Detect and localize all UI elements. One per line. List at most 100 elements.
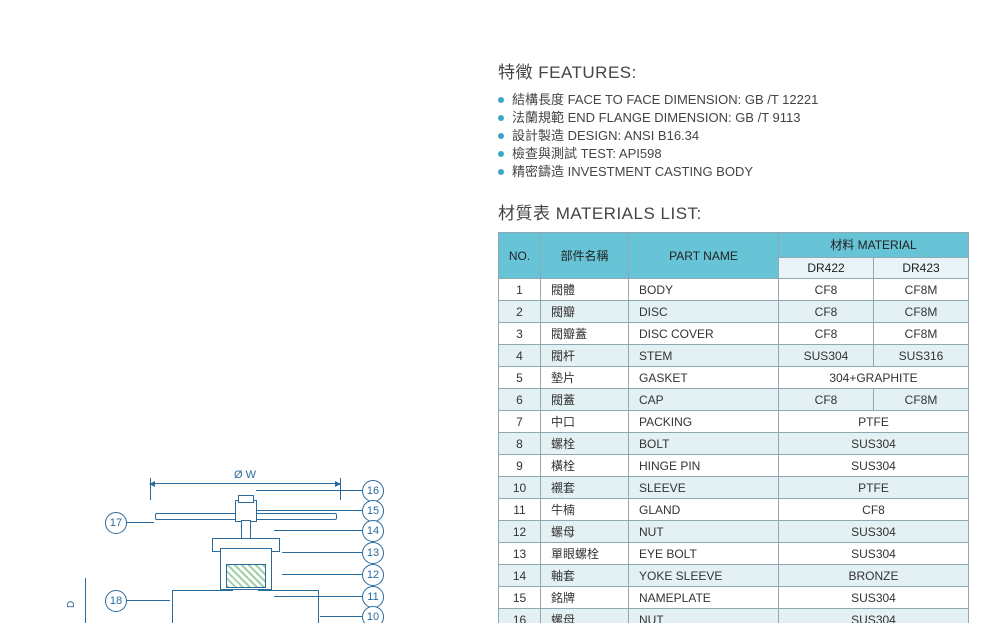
cell-material-merged: SUS304 [779, 587, 969, 609]
th-zh: 部件名稱 [541, 233, 629, 279]
callout-bubble: 14 [362, 520, 384, 542]
leader [320, 616, 362, 617]
cell-no: 12 [499, 521, 541, 543]
table-row: 16螺母NUTSUS304 [499, 609, 969, 623]
dimension-left [85, 578, 86, 623]
cell-no: 13 [499, 543, 541, 565]
leader [256, 510, 362, 511]
cell-part-zh: 墊片 [541, 367, 629, 389]
table-row: 3閥瓣蓋DISC COVERCF8CF8M [499, 323, 969, 345]
cell-no: 7 [499, 411, 541, 433]
cell-part-en: YOKE SLEEVE [629, 565, 779, 587]
cell-part-en: HINGE PIN [629, 455, 779, 477]
cell-no: 6 [499, 389, 541, 411]
cell-material-merged: SUS304 [779, 433, 969, 455]
cell-part-zh: 螺栓 [541, 433, 629, 455]
cell-part-zh: 銘牌 [541, 587, 629, 609]
page-root: 特徵 FEATURES: 結構長度 FACE TO FACE DIMENSION… [0, 0, 1000, 623]
table-row: 5墊片GASKET304+GRAPHITE [499, 367, 969, 389]
cell-material-merged: PTFE [779, 411, 969, 433]
cell-no: 8 [499, 433, 541, 455]
materials-title: 材質表 MATERIALS LIST: [498, 199, 968, 224]
cell-part-en: BODY [629, 279, 779, 301]
cell-material-a: CF8 [779, 301, 874, 323]
cell-no: 11 [499, 499, 541, 521]
leader [282, 574, 362, 575]
cell-no: 9 [499, 455, 541, 477]
cell-part-zh: 閥蓋 [541, 389, 629, 411]
dimension-top-label: Ø W [150, 469, 340, 481]
table-row: 11牛楠GLANDCF8 [499, 499, 969, 521]
drawing-body-left [172, 590, 233, 623]
cell-part-en: SLEEVE [629, 477, 779, 499]
table-row: 14軸套YOKE SLEEVEBRONZE [499, 565, 969, 587]
cell-part-zh: 單眼螺栓 [541, 543, 629, 565]
cell-part-en: STEM [629, 345, 779, 367]
table-row: 2閥瓣DISCCF8CF8M [499, 301, 969, 323]
cell-part-en: GLAND [629, 499, 779, 521]
cell-material-merged: PTFE [779, 477, 969, 499]
leader [274, 596, 362, 597]
callout-bubble: 13 [362, 542, 384, 564]
cell-part-en: NUT [629, 521, 779, 543]
cell-no: 5 [499, 367, 541, 389]
feature-item: 結構長度 FACE TO FACE DIMENSION: GB /T 12221 [498, 91, 968, 109]
cell-part-zh: 閥體 [541, 279, 629, 301]
cell-part-en: NUT [629, 609, 779, 623]
feature-item: 設計製造 DESIGN: ANSI B16.34 [498, 127, 968, 145]
cell-part-en: GASKET [629, 367, 779, 389]
cell-no: 2 [499, 301, 541, 323]
leader [282, 552, 362, 553]
right-column: 特徵 FEATURES: 結構長度 FACE TO FACE DIMENSION… [498, 58, 968, 623]
cell-no: 1 [499, 279, 541, 301]
table-row: 9橫栓HINGE PINSUS304 [499, 455, 969, 477]
cell-no: 15 [499, 587, 541, 609]
cell-part-en: PACKING [629, 411, 779, 433]
technical-drawing: Ø W D 16 15 14 13 12 11 10 17 18 [60, 478, 460, 623]
cell-part-zh: 軸套 [541, 565, 629, 587]
cell-material-merged: SUS304 [779, 543, 969, 565]
cell-material-b: SUS316 [874, 345, 969, 367]
callout-bubble: 16 [362, 480, 384, 502]
cell-material-a: CF8 [779, 323, 874, 345]
cell-part-zh: 牛楠 [541, 499, 629, 521]
callout-bubble: 17 [105, 512, 127, 534]
cell-material-b: CF8M [874, 279, 969, 301]
leader [126, 600, 170, 601]
cell-material-merged: SUS304 [779, 609, 969, 623]
cell-no: 4 [499, 345, 541, 367]
leader [126, 522, 154, 523]
table-row: 12螺母NUTSUS304 [499, 521, 969, 543]
callout-bubble: 12 [362, 564, 384, 586]
table-row: 4閥杆STEMSUS304SUS316 [499, 345, 969, 367]
cell-part-zh: 螺母 [541, 521, 629, 543]
table-row: 15銘牌NAMEPLATESUS304 [499, 587, 969, 609]
cell-material-b: CF8M [874, 323, 969, 345]
cell-no: 16 [499, 609, 541, 623]
features-list: 結構長度 FACE TO FACE DIMENSION: GB /T 12221… [498, 91, 968, 181]
cell-part-en: NAMEPLATE [629, 587, 779, 609]
cell-no: 3 [499, 323, 541, 345]
cell-material-a: SUS304 [779, 345, 874, 367]
cell-part-zh: 橫栓 [541, 455, 629, 477]
drawing-body-right [258, 590, 319, 623]
cell-part-en: CAP [629, 389, 779, 411]
cell-material-merged: BRONZE [779, 565, 969, 587]
cell-part-zh: 螺母 [541, 609, 629, 623]
dimension-left-label: D [66, 601, 77, 608]
th-no: NO. [499, 233, 541, 279]
th-colb: DR423 [874, 258, 969, 279]
cell-no: 14 [499, 565, 541, 587]
cell-material-merged: 304+GRAPHITE [779, 367, 969, 389]
cell-material-merged: SUS304 [779, 521, 969, 543]
cell-material-merged: SUS304 [779, 455, 969, 477]
table-row: 7中口PACKINGPTFE [499, 411, 969, 433]
feature-item: 精密鑄造 INVESTMENT CASTING BODY [498, 163, 968, 181]
cell-material-merged: CF8 [779, 499, 969, 521]
drawing-hatch [226, 564, 266, 588]
callout-bubble: 11 [362, 586, 384, 608]
cell-part-zh: 閥瓣蓋 [541, 323, 629, 345]
feature-item: 檢查與測試 TEST: API598 [498, 145, 968, 163]
cell-part-en: EYE BOLT [629, 543, 779, 565]
cell-part-en: DISC [629, 301, 779, 323]
